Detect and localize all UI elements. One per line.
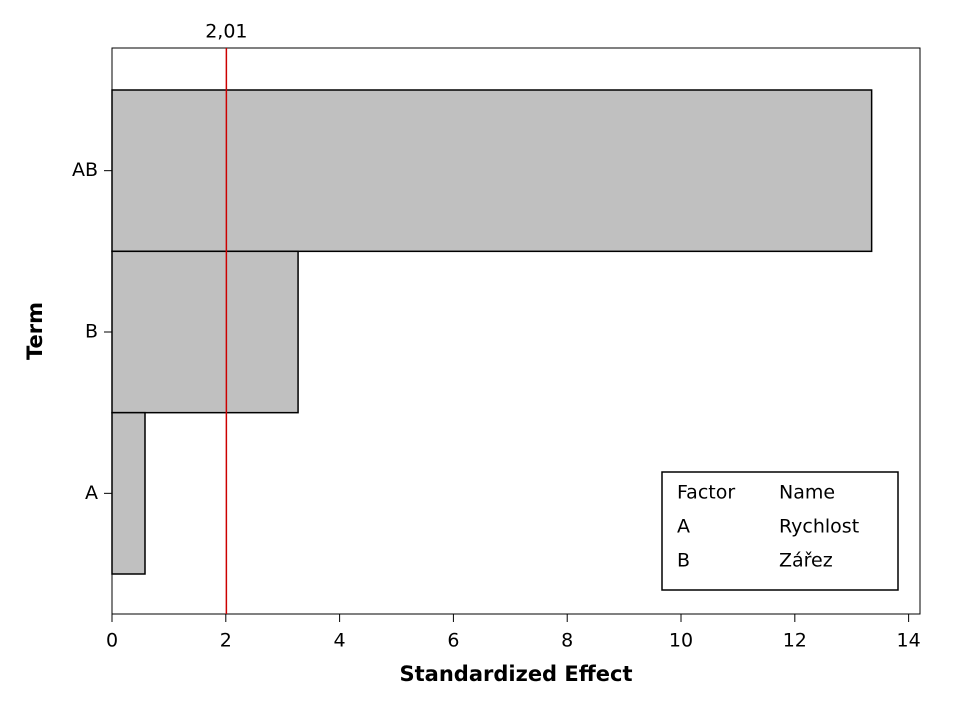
reference-label: 2,01 xyxy=(205,21,247,43)
y-tick-label: B xyxy=(85,321,98,343)
factor-table-header: Name xyxy=(779,482,835,504)
x-tick-label: 14 xyxy=(897,630,921,652)
x-tick-label: 6 xyxy=(447,630,459,652)
x-tick-label: 10 xyxy=(669,630,693,652)
factor-table-cell: A xyxy=(677,516,690,538)
factor-table-box xyxy=(661,471,899,591)
factor-table-cell: Rychlost xyxy=(779,516,859,538)
bar xyxy=(111,89,873,253)
bar xyxy=(111,411,146,575)
x-axis-title: Standardized Effect xyxy=(400,662,633,686)
y-tick-label: AB xyxy=(72,159,98,181)
x-tick-label: 8 xyxy=(561,630,573,652)
x-tick-label: 0 xyxy=(106,630,118,652)
factor-table-cell: B xyxy=(677,550,690,572)
x-tick-label: 12 xyxy=(783,630,807,652)
x-tick-label: 4 xyxy=(334,630,346,652)
factor-table-cell: Zářez xyxy=(779,550,833,572)
factor-table-header: Factor xyxy=(677,482,735,504)
x-tick-label: 2 xyxy=(220,630,232,652)
bar xyxy=(111,250,299,414)
y-axis-title: Term xyxy=(23,302,47,360)
y-tick-label: A xyxy=(85,482,98,504)
